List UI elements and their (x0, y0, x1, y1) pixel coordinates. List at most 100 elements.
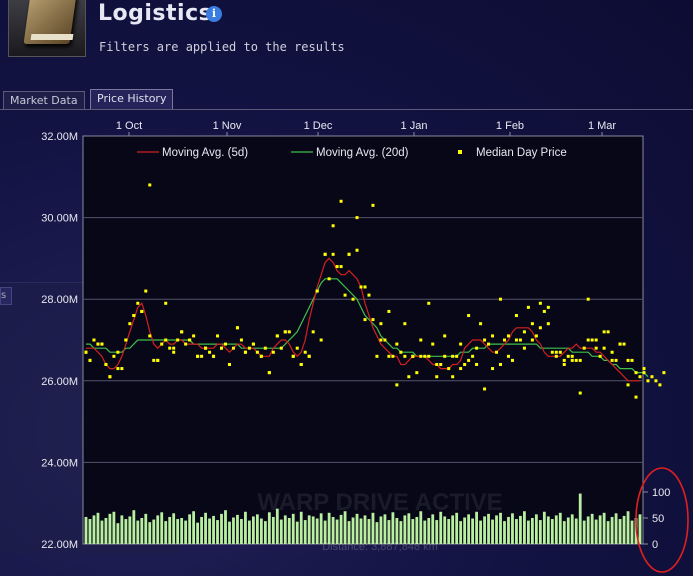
volume-bar (566, 517, 570, 544)
volume-bar (594, 519, 598, 544)
median-point (578, 358, 582, 362)
median-point (212, 354, 216, 358)
volume-bar (331, 516, 335, 544)
median-point (116, 367, 120, 371)
median-point (251, 342, 255, 346)
median-point (92, 338, 96, 342)
volume-bar (120, 515, 124, 544)
volume-bar (263, 521, 267, 544)
volume-bar (295, 521, 299, 544)
volume-bar (299, 511, 303, 544)
median-point (590, 338, 594, 342)
median-point (562, 362, 566, 366)
median-point (475, 346, 479, 350)
median-point (558, 350, 562, 354)
x-tick-label: 1 Jan (401, 120, 428, 132)
volume-bar (184, 520, 188, 544)
median-point (399, 350, 403, 354)
legend-swatch-median (458, 150, 462, 154)
median-point (112, 354, 116, 358)
volume-bar (220, 513, 223, 544)
median-point (271, 350, 275, 354)
volume-bar (339, 514, 343, 544)
median-point (188, 338, 192, 342)
volume-bar (538, 520, 542, 544)
median-point (542, 309, 546, 313)
volume-bar (427, 518, 431, 544)
book-pages (30, 34, 74, 40)
median-point (578, 391, 582, 395)
median-point (459, 342, 463, 346)
median-point (506, 334, 510, 338)
volume-bar (479, 520, 482, 544)
median-point (120, 367, 124, 371)
volume-bar (375, 522, 379, 544)
volume-bar (411, 519, 415, 544)
median-point (124, 338, 128, 342)
volume-bar (415, 516, 419, 544)
median-point (463, 362, 467, 366)
median-point (220, 346, 224, 350)
volume-bar (586, 516, 590, 544)
median-point (638, 375, 642, 379)
median-point (526, 305, 530, 309)
x-tick-label: 1 Mar (588, 120, 616, 132)
median-point (506, 354, 510, 358)
tab-market-data[interactable]: Market Data (3, 91, 85, 110)
info-icon[interactable]: i (206, 6, 222, 22)
median-point (172, 350, 176, 354)
median-point (387, 354, 391, 358)
median-point (247, 346, 251, 350)
median-point (658, 383, 662, 387)
volume-bar (403, 515, 407, 544)
volume-bar (100, 520, 104, 544)
median-point (546, 322, 550, 326)
median-point (363, 285, 367, 289)
median-point (379, 322, 383, 326)
median-point (554, 354, 558, 358)
volume-bar (128, 516, 132, 544)
y-tick-label: 28.00M (41, 294, 78, 306)
volume-bar (108, 513, 112, 544)
book-icon (8, 0, 86, 57)
volume-bar (622, 515, 626, 544)
volume-bar (327, 512, 331, 544)
median-point (176, 338, 180, 342)
median-point (610, 350, 614, 354)
volume-bar (152, 519, 156, 544)
median-point (327, 277, 331, 281)
volume-bar (140, 518, 144, 544)
volume-bar (176, 519, 180, 544)
volume-bar (391, 512, 395, 544)
median-point (427, 301, 431, 305)
median-point (387, 309, 391, 313)
volume-bar (578, 493, 582, 544)
median-point (483, 338, 487, 342)
median-point (128, 322, 132, 326)
median-point (299, 362, 303, 366)
volume-bar (634, 518, 638, 544)
median-point (311, 330, 315, 334)
volume-bar (271, 516, 275, 544)
median-point (626, 358, 630, 362)
volume-bar (407, 513, 411, 544)
volume-bar (463, 517, 467, 544)
volume-bar (618, 519, 622, 544)
median-point (491, 367, 495, 371)
median-point (192, 334, 196, 338)
x-tick-label: 1 Oct (116, 120, 142, 132)
volume-bar (491, 519, 494, 544)
median-point (562, 358, 566, 362)
median-point (227, 362, 231, 366)
volume-bar (132, 510, 136, 544)
median-point (467, 358, 471, 362)
median-point (499, 362, 503, 366)
volume-bar (351, 517, 355, 544)
median-point (379, 338, 383, 342)
median-point (371, 318, 375, 322)
median-point (331, 252, 335, 256)
median-point (522, 330, 526, 334)
tab-price-history[interactable]: Price History (90, 89, 174, 110)
volume-bar (303, 520, 307, 544)
median-point (231, 346, 235, 350)
